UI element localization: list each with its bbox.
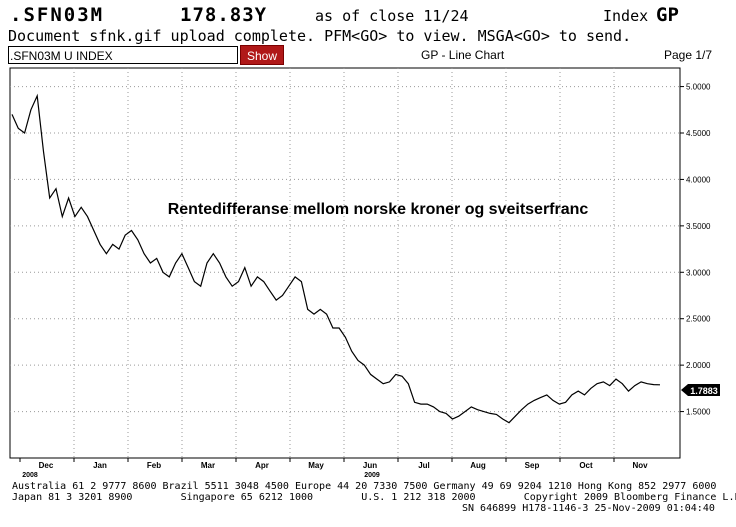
as-of-close: as of close 11/24 (315, 7, 469, 25)
y-tick-label: 4.5000 (686, 129, 711, 138)
y-tick-label: 5.0000 (686, 83, 711, 92)
footer-line-3: SN 646899 H178-1146-3 25-Nov-2009 01:04:… (462, 503, 715, 514)
function-code: GP (656, 4, 679, 26)
x-tick-label: Sep (525, 461, 540, 470)
y-tick-label: 2.5000 (686, 315, 711, 324)
x-tick-label: Mar (201, 461, 215, 470)
plot-area (9, 67, 681, 459)
year-label: 2008 (22, 472, 38, 479)
x-tick-label: Oct (579, 461, 593, 470)
y-tick-label: 2.0000 (686, 361, 711, 370)
year-label: 2009 (364, 472, 380, 479)
page-indicator: Page 1/7 (664, 48, 713, 62)
y-tick-label: 1.5000 (686, 408, 711, 417)
x-tick-label: Feb (147, 461, 161, 470)
x-tick-label: Jun (363, 461, 377, 470)
chart-title: Rentedifferanse mellom norske kroner og … (168, 201, 589, 218)
show-button[interactable]: Show (240, 45, 284, 65)
y-axis: 5.0000 4.5000 4.0000 3.5000 3.0000 2.5000 2.00… (680, 83, 711, 417)
x-tick-label: Jan (93, 461, 107, 470)
footer-line-2: Japan 81 3 3201 8900 Singapore 65 6212 1… (12, 492, 736, 503)
last-value-label: 1.7883 (690, 386, 718, 396)
chart-type-label: GP - Line Chart (421, 48, 505, 62)
x-tick-label: May (308, 461, 324, 470)
grid-lines (10, 68, 680, 458)
footer-line-1: Australia 61 2 9777 8600 Brazil 5511 304… (12, 481, 717, 492)
x-tick-label: Dec (39, 461, 54, 470)
status-message: Document sfnk.gif upload complete. PFM<G… (8, 27, 632, 45)
security-input[interactable]: .SFN03M U INDEX (8, 46, 238, 64)
x-tick-label: Aug (470, 461, 486, 470)
x-tick-label: Apr (255, 461, 269, 470)
x-tick-label: Nov (632, 461, 648, 470)
y-tick-label: 4.0000 (686, 175, 711, 184)
series-layer (11, 93, 661, 424)
price-value: 178.83Y (180, 4, 268, 26)
last-value-tag: 1.7883 (681, 384, 720, 396)
index-label: Index (603, 7, 649, 25)
x-axis: Dec Jan Feb Mar Apr May Jun Jul Aug Sep Oct Nov 2008… (19, 458, 648, 479)
x-tick-label: Jul (418, 461, 430, 470)
y-tick-label: 3.5000 (686, 222, 711, 231)
ticker-symbol: .SFN03M (10, 4, 105, 26)
series-line (11, 93, 661, 424)
y-tick-label: 3.0000 (686, 268, 711, 277)
